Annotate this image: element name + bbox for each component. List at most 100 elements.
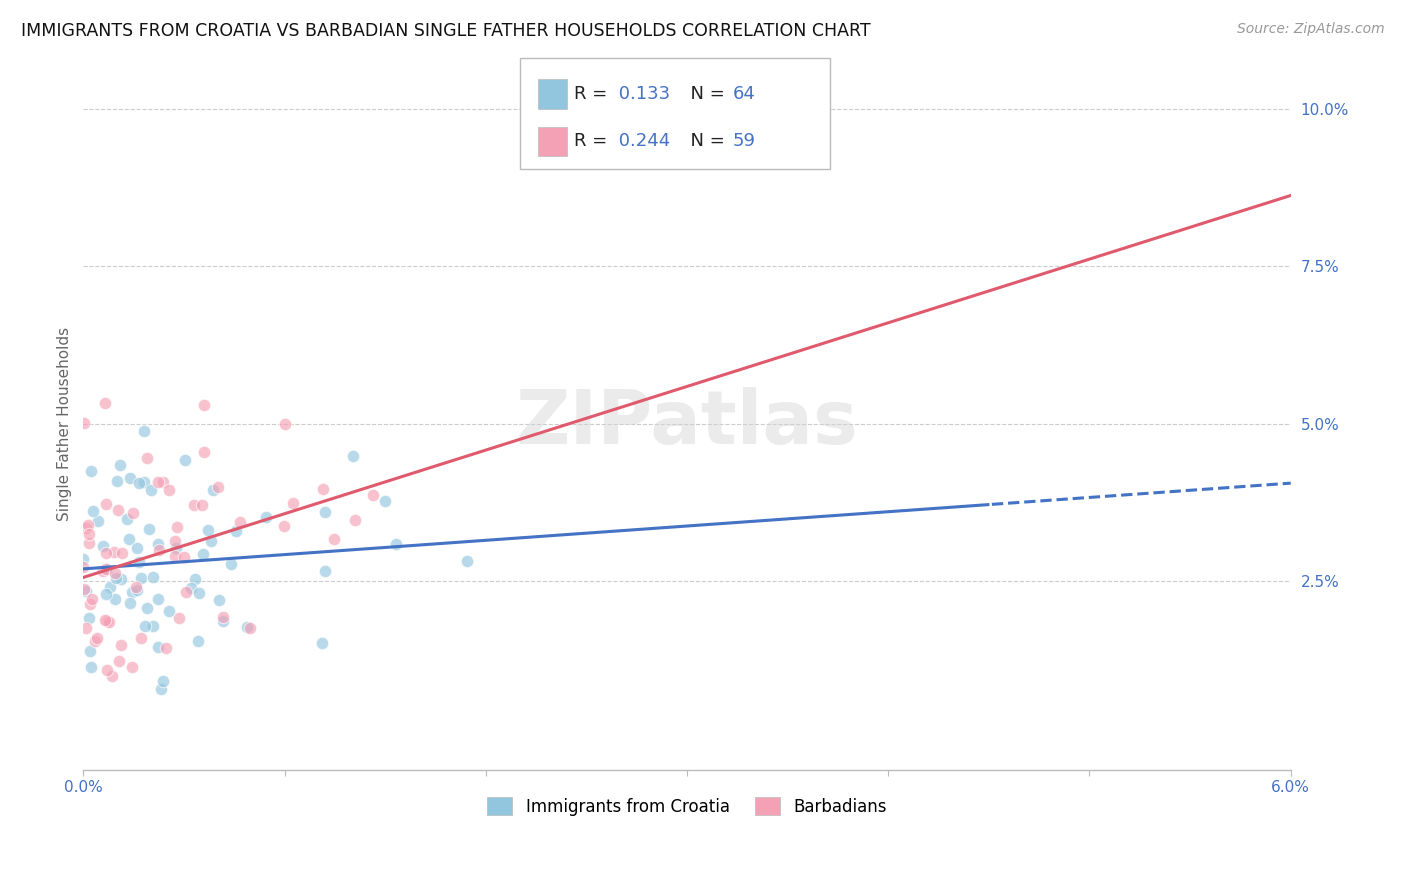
Point xyxy=(273,519,295,533)
Point xyxy=(75,521,97,535)
Point xyxy=(98,580,121,594)
Point xyxy=(134,618,156,632)
Point xyxy=(176,584,198,599)
Point xyxy=(75,584,97,599)
Point xyxy=(187,586,209,600)
Point xyxy=(129,631,152,645)
Point xyxy=(229,515,252,529)
Point xyxy=(343,512,366,526)
Point xyxy=(173,549,195,564)
Point xyxy=(91,564,114,578)
Point xyxy=(155,640,177,655)
Point xyxy=(125,580,148,594)
Point xyxy=(167,610,190,624)
Point xyxy=(254,509,277,524)
Point xyxy=(146,537,169,551)
Point xyxy=(212,614,235,628)
Point xyxy=(197,523,219,537)
Point xyxy=(79,644,101,658)
Point xyxy=(110,458,132,472)
Point xyxy=(323,532,346,546)
Point xyxy=(132,424,155,438)
Text: ZIPatlas: ZIPatlas xyxy=(516,387,858,460)
Y-axis label: Single Father Households: Single Father Households xyxy=(58,326,72,521)
Point xyxy=(94,546,117,560)
Point xyxy=(146,640,169,655)
Point xyxy=(165,541,187,555)
Point xyxy=(163,549,186,563)
Point xyxy=(110,572,132,586)
Point xyxy=(314,505,336,519)
Point xyxy=(80,659,103,673)
Point xyxy=(200,534,222,549)
Point xyxy=(157,483,180,497)
Point xyxy=(104,591,127,606)
Point xyxy=(128,556,150,570)
Point xyxy=(132,475,155,489)
Point xyxy=(77,611,100,625)
Point xyxy=(96,562,118,576)
Point xyxy=(131,571,153,585)
Point xyxy=(314,564,336,578)
Point xyxy=(72,552,94,566)
Point xyxy=(187,633,209,648)
Point xyxy=(236,620,259,634)
Point xyxy=(121,507,143,521)
Point xyxy=(142,619,165,633)
Point xyxy=(115,512,138,526)
Point xyxy=(108,654,131,668)
Point xyxy=(342,450,364,464)
Text: 0.244: 0.244 xyxy=(613,132,671,150)
Point xyxy=(104,566,127,581)
Point xyxy=(91,539,114,553)
Point xyxy=(118,532,141,546)
Point xyxy=(75,621,97,635)
Point xyxy=(104,571,127,585)
Point xyxy=(86,514,108,528)
Point xyxy=(111,546,134,560)
Point xyxy=(173,453,195,467)
Point xyxy=(86,632,108,646)
Point xyxy=(374,494,396,508)
Point xyxy=(84,634,107,648)
Point xyxy=(191,547,214,561)
Legend: Immigrants from Croatia, Barbadians: Immigrants from Croatia, Barbadians xyxy=(479,789,896,824)
Point xyxy=(361,488,384,502)
Point xyxy=(94,497,117,511)
Point xyxy=(135,601,157,615)
Point xyxy=(312,482,335,496)
Text: IMMIGRANTS FROM CROATIA VS BARBADIAN SINGLE FATHER HOUSEHOLDS CORRELATION CHART: IMMIGRANTS FROM CROATIA VS BARBADIAN SIN… xyxy=(21,22,870,40)
Point xyxy=(77,536,100,550)
Point xyxy=(121,584,143,599)
Text: Source: ZipAtlas.com: Source: ZipAtlas.com xyxy=(1237,22,1385,37)
Point xyxy=(193,398,215,412)
Text: N =: N = xyxy=(679,132,731,150)
Text: N =: N = xyxy=(679,85,731,103)
Point xyxy=(193,445,215,459)
Point xyxy=(311,636,333,650)
Point xyxy=(136,450,159,465)
Text: 64: 64 xyxy=(733,85,755,103)
Point xyxy=(94,613,117,627)
Text: 0.133: 0.133 xyxy=(613,85,671,103)
Point xyxy=(94,562,117,576)
Point xyxy=(107,474,129,488)
Text: 59: 59 xyxy=(733,132,755,150)
Point xyxy=(73,582,96,597)
Point xyxy=(163,533,186,548)
Point xyxy=(128,476,150,491)
Point xyxy=(212,610,235,624)
Point xyxy=(191,498,214,512)
Point xyxy=(281,496,304,510)
Point xyxy=(138,523,160,537)
Point xyxy=(72,560,94,574)
Point xyxy=(80,592,103,607)
Point xyxy=(183,499,205,513)
Point xyxy=(127,583,149,598)
Point xyxy=(456,554,478,568)
Point xyxy=(274,417,297,431)
Point xyxy=(148,543,170,558)
Point xyxy=(142,570,165,584)
Point xyxy=(219,557,242,571)
Point xyxy=(94,396,117,410)
